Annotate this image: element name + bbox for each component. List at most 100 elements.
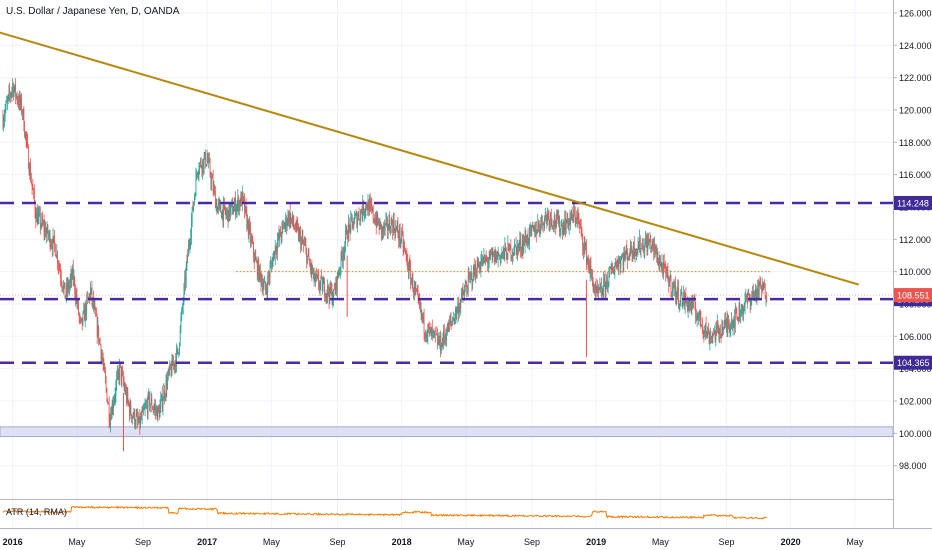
candle-body [111,403,113,419]
candle-body [212,178,214,192]
candle-body [390,219,392,234]
candle-body [436,334,438,335]
candle-body [494,252,495,262]
candle-body [716,322,718,330]
candle-body [271,263,272,265]
candle-body [136,414,138,416]
candle-body [140,417,141,427]
candle-body [490,251,492,253]
candle-body [181,308,183,319]
candle-body [384,223,386,230]
candle-body [317,275,319,277]
candle-body [403,246,405,249]
candle-body [619,260,621,267]
candle-body [521,242,523,251]
candle-body [39,212,40,214]
candle-body [465,286,467,287]
candle-body [719,328,721,335]
candle-body [259,266,260,281]
candle-body [522,242,524,251]
candle-body [245,205,247,211]
candle-body [419,300,420,307]
candle-body [330,284,331,293]
candle-body [705,324,706,332]
candle-body [363,201,364,215]
candle-body [728,326,730,332]
candle-body [192,207,194,211]
support-zone [0,426,894,438]
candle-body [690,302,692,310]
candle-body [696,318,698,321]
candle-body [487,259,489,264]
last-price-badge-bg [894,288,932,303]
candle-body [733,316,735,323]
candle-body [333,289,334,300]
candle-body [442,339,444,343]
candle-body [612,268,613,273]
x-tick-label: Sep [718,537,734,547]
candle-body [446,334,447,341]
candle-body [112,403,114,409]
candle-body [532,225,533,228]
candle-body [425,334,426,338]
candle-body [349,225,351,233]
candle-body [727,321,729,329]
candle-body [654,243,656,254]
candle-body [253,255,255,262]
candle-body [220,203,221,213]
candle-body [469,275,471,277]
candle-body [39,212,41,227]
candle-body [229,204,230,217]
candle-body [482,257,484,265]
candle-body [595,285,596,292]
candle-body [80,317,82,322]
candle-body [357,218,358,227]
candle-body [444,336,446,338]
candle-body [41,217,43,226]
candle-body [547,213,548,221]
candle-body [741,304,743,311]
candle-body [225,211,227,215]
candle-body [523,239,524,251]
candle-body [117,371,119,373]
candle-body [404,246,405,250]
candle-body [716,326,717,330]
candle-body [259,266,261,274]
candle-body [657,251,658,264]
candle-body [149,404,151,408]
candle-body [298,232,300,240]
candle-body [280,236,282,238]
candle-body [645,239,647,242]
candle-body [435,334,437,335]
candle-body [564,218,566,233]
candle-body [447,324,449,333]
candle-body [455,308,456,318]
candle-body [284,224,286,229]
candle-body [86,297,88,315]
candle-body [460,300,462,309]
candle-body [208,158,209,162]
candle-body [351,216,353,222]
candle-body [665,268,667,275]
candle-body [54,236,55,245]
candle-body [667,271,669,280]
candle-body [368,200,370,215]
candle-body [212,178,213,179]
candle-body [263,283,265,287]
candle-body [228,204,230,223]
candle-body [606,277,607,282]
candle-body [764,287,766,299]
candle-body [571,211,573,217]
candle-body [167,369,169,378]
candle-body [111,415,112,419]
candle-body [288,214,290,223]
candle-body [300,232,302,248]
candle-body [443,330,444,343]
candle-body [402,230,403,235]
candle-body [752,291,753,298]
candle-body [586,259,588,264]
candle-body [184,276,186,287]
candle-body [215,202,217,209]
candle-body [30,166,31,181]
candle-body [458,304,459,315]
